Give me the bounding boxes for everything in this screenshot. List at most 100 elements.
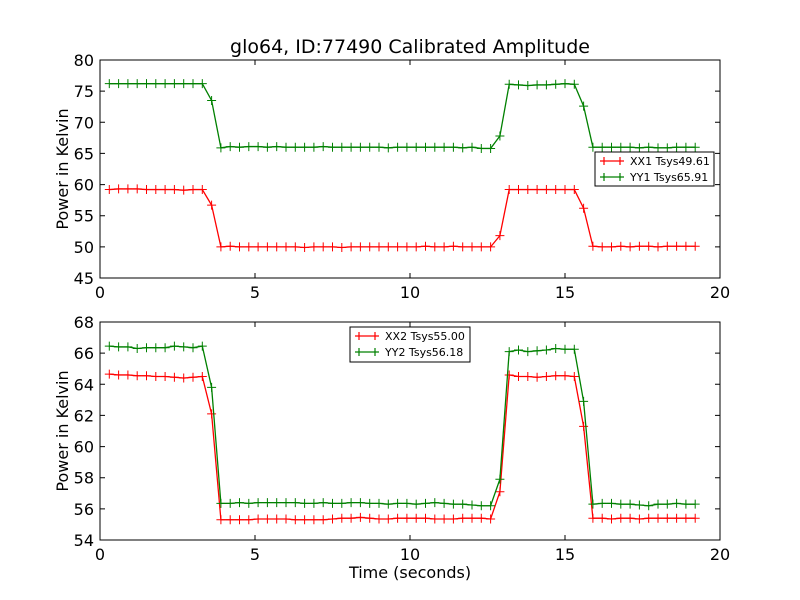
data-point — [244, 142, 254, 152]
data-point — [411, 242, 421, 252]
data-point — [374, 242, 384, 252]
data-point — [523, 347, 533, 357]
data-point — [504, 185, 514, 195]
data-point — [634, 143, 644, 153]
data-point — [309, 498, 319, 508]
data-point — [123, 370, 133, 380]
data-point — [579, 101, 589, 111]
data-point — [551, 185, 561, 195]
data-point — [681, 241, 691, 251]
data-point — [588, 499, 598, 509]
data-point — [197, 372, 207, 381]
data-point — [328, 242, 337, 252]
data-point — [365, 498, 375, 508]
data-point — [560, 185, 570, 195]
data-point — [476, 501, 486, 511]
data-point — [179, 185, 189, 195]
data-point — [514, 185, 523, 195]
data-point — [151, 79, 161, 89]
data-point — [188, 343, 198, 353]
data-point — [616, 499, 626, 509]
data-point — [132, 371, 142, 381]
x-tick-label: 15 — [555, 545, 575, 564]
data-point — [244, 242, 254, 252]
data-point — [309, 142, 319, 152]
data-point — [532, 80, 542, 90]
data-point — [346, 142, 356, 152]
data-point — [504, 370, 514, 380]
legend-swatch — [355, 348, 379, 356]
data-point — [383, 499, 393, 509]
data-point — [114, 370, 124, 380]
data-point — [160, 372, 170, 381]
data-point — [690, 513, 700, 523]
data-point — [588, 241, 598, 251]
data-point — [337, 142, 347, 152]
data-point — [439, 514, 449, 524]
data-point — [560, 371, 570, 381]
data-point — [607, 142, 616, 152]
data-point — [179, 373, 189, 383]
plot-top: 0 5 10 15 20 45 50 55 60 65 70 75 80 XX1 Tsys49.61 YY1… — [74, 51, 731, 302]
data-point — [439, 142, 449, 152]
data-point — [634, 241, 644, 251]
bottom-y-axis-label: Power in Kelvin — [53, 370, 72, 491]
data-point — [579, 421, 589, 431]
data-point — [290, 142, 300, 152]
data-point — [467, 142, 477, 152]
y-tick-label: 80 — [74, 51, 94, 70]
data-point — [216, 242, 226, 252]
data-point — [458, 143, 468, 153]
data-point — [393, 142, 403, 152]
data-point — [355, 498, 365, 508]
data-point — [383, 143, 393, 153]
data-point — [644, 241, 654, 251]
data-point — [625, 142, 635, 152]
data-point — [374, 514, 384, 524]
data-point — [300, 242, 310, 252]
data-point — [290, 498, 300, 508]
data-point — [355, 142, 365, 152]
data-point — [411, 513, 421, 523]
data-point — [541, 80, 551, 90]
data-point — [290, 242, 300, 252]
data-point — [337, 513, 347, 523]
data-point — [207, 409, 217, 419]
data-point — [346, 498, 356, 508]
series-line-XX1 — [109, 188, 696, 249]
y-tick-label: 55 — [74, 207, 94, 226]
legend: XX2 Tsys55.00 YY2 Tsys56.18 — [349, 326, 471, 363]
data-point — [309, 242, 319, 252]
data-point — [383, 514, 393, 524]
data-point — [374, 142, 384, 152]
data-point — [486, 242, 496, 252]
data-point — [402, 498, 412, 508]
data-point — [328, 498, 337, 508]
data-point — [104, 79, 114, 89]
data-point — [560, 79, 570, 89]
data-point — [123, 342, 133, 352]
data-point — [532, 372, 542, 382]
data-point — [448, 514, 458, 524]
data-point — [514, 372, 523, 381]
data-point — [132, 343, 142, 353]
data-point — [374, 498, 384, 508]
data-point — [262, 514, 272, 524]
data-point — [402, 142, 412, 152]
data-point — [225, 142, 235, 152]
data-point — [318, 498, 328, 508]
data-point — [644, 142, 654, 152]
data-point — [523, 185, 533, 195]
data-point — [672, 241, 682, 251]
data-point — [281, 514, 291, 524]
data-point — [281, 498, 291, 508]
x-tick-label: 5 — [250, 545, 260, 564]
data-point — [244, 498, 254, 508]
data-point — [411, 142, 421, 152]
data-point — [523, 81, 533, 91]
series-line-YY2 — [109, 345, 696, 507]
data-point — [467, 500, 477, 510]
data-point — [207, 200, 217, 210]
data-point — [411, 499, 421, 509]
